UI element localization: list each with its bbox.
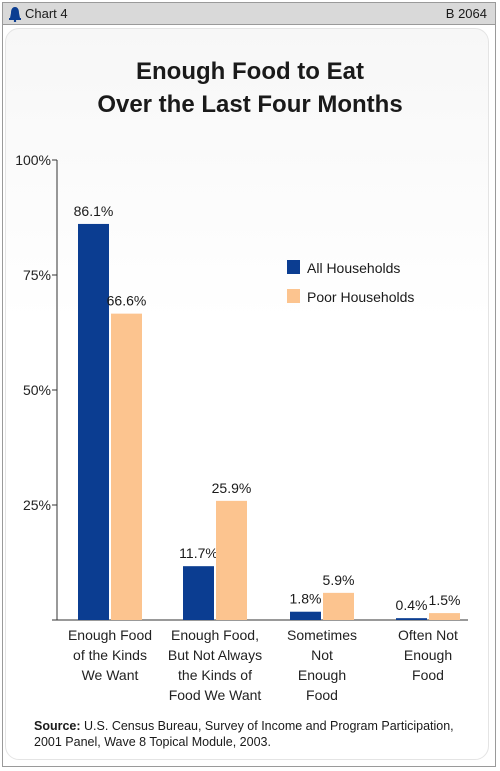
category-label: of the Kinds — [73, 647, 147, 663]
chart-title-line-1: Enough Food to Eat — [136, 58, 364, 85]
bar-all-households — [183, 566, 214, 620]
data-label: 86.1% — [74, 203, 114, 219]
data-label: 25.9% — [212, 480, 252, 496]
data-label: 1.5% — [429, 592, 461, 608]
category-label: Enough Food — [68, 627, 152, 643]
data-label: 11.7% — [179, 545, 218, 561]
category-label: Sometimes — [287, 627, 357, 643]
bar-all-households — [78, 223, 109, 620]
bar-all-households — [290, 611, 321, 620]
bar-poor-households — [429, 613, 460, 620]
category-label: Not — [311, 647, 333, 663]
bar-all-households — [396, 618, 427, 620]
y-tick-label: 25% — [23, 497, 51, 513]
category-label: Food We Want — [169, 687, 262, 703]
category-label: Often Not — [398, 627, 458, 643]
bar-poor-households — [111, 313, 142, 620]
legend-label: All Households — [307, 260, 400, 276]
category-label: We Want — [82, 667, 139, 683]
report-id: B 2064 — [445, 6, 487, 21]
y-tick-label: 100% — [15, 152, 51, 168]
bar-poor-households — [216, 500, 247, 620]
bar-poor-households — [323, 592, 354, 620]
y-tick-label: 75% — [23, 267, 51, 283]
chart-number: Chart 4 — [25, 6, 68, 21]
source-text: U.S. Census Bureau, Survey of Income and… — [34, 719, 454, 749]
chart-title-line-2: Over the Last Four Months — [97, 91, 403, 118]
data-label: 1.8% — [290, 591, 322, 607]
header-bar: Chart 4 B 2064 — [3, 3, 495, 25]
legend-label: Poor Households — [307, 289, 414, 305]
category-label: Enough — [298, 667, 346, 683]
data-label: 66.6% — [107, 293, 147, 309]
category-label: Enough — [404, 647, 452, 663]
source-label: Source: — [34, 719, 81, 733]
data-label: 5.9% — [323, 572, 355, 588]
category-label: But Not Always — [168, 647, 262, 663]
category-label: Food — [306, 687, 338, 703]
liberty-bell-icon — [9, 7, 21, 22]
category-label: Food — [412, 667, 444, 683]
category-label: the Kinds of — [178, 667, 252, 683]
legend-swatch — [287, 260, 300, 274]
legend-swatch — [287, 289, 300, 303]
data-label: 0.4% — [396, 597, 428, 613]
source-note: Source: U.S. Census Bureau, Survey of In… — [34, 718, 474, 750]
y-tick-label: 50% — [23, 382, 51, 398]
category-label: Enough Food, — [171, 627, 259, 643]
